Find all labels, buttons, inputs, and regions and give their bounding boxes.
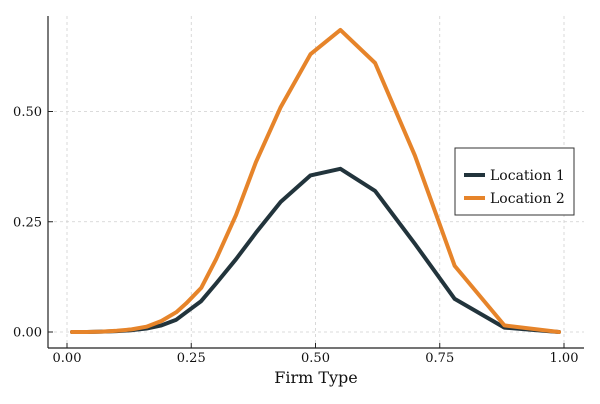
- legend-label-location-1: Location 1: [490, 168, 565, 184]
- y-ticks: 0.00 0.25 0.50: [13, 105, 53, 341]
- x-tick-label: 1.00: [550, 351, 579, 366]
- y-tick-label: 0.50: [13, 105, 42, 120]
- x-axis-label: Firm Type: [274, 368, 358, 387]
- series: [70, 27, 561, 334]
- x-tick-label: 0.00: [53, 351, 82, 366]
- grid: [48, 16, 584, 348]
- x-tick-label: 0.50: [301, 351, 330, 366]
- x-ticks: 0.00 0.25 0.50 0.75 1.00: [53, 343, 579, 366]
- legend-label-location-2: Location 2: [490, 191, 565, 207]
- x-tick-label: 0.25: [177, 351, 206, 366]
- y-tick-label: 0.25: [13, 215, 42, 230]
- series-line-location-2: [70, 27, 561, 334]
- y-tick-label: 0.00: [13, 326, 42, 341]
- legend: Location 1 Location 2: [454, 147, 575, 216]
- legend-items: Location 1 Location 2: [464, 168, 565, 207]
- legend-box: [454, 147, 575, 216]
- x-tick-label: 0.75: [425, 351, 454, 366]
